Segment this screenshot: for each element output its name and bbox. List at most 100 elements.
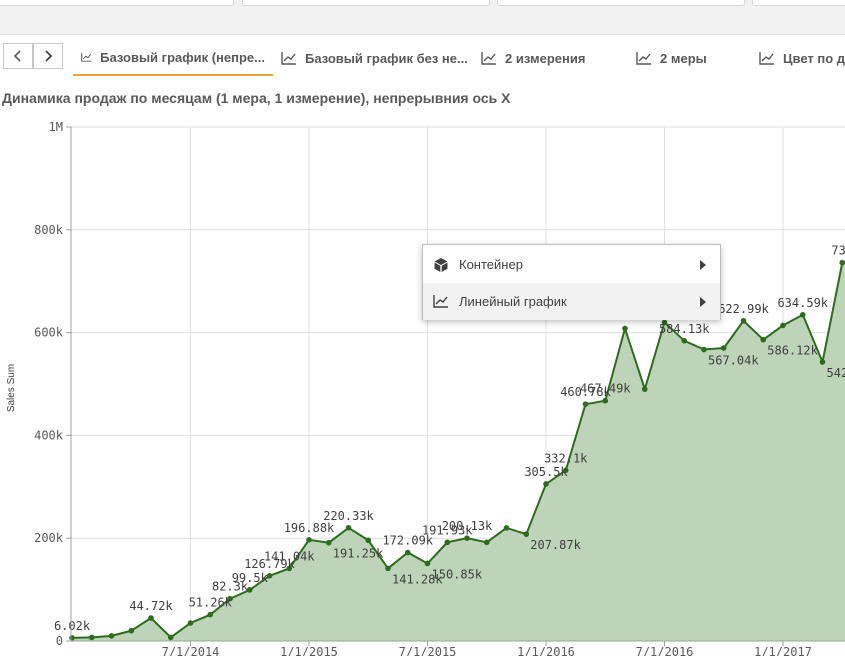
data-label: 150.85k [432,567,483,581]
data-label: 99.5k [232,571,269,585]
data-point [444,539,451,546]
data-point [799,312,806,318]
x-tick-label: 7/1/2014 [162,645,220,656]
data-point [839,259,845,266]
x-tick-label: 1/1/2017 [754,645,812,656]
data-label: 332.1k [544,451,588,465]
data-point [128,627,135,634]
data-point [404,549,411,556]
tab-label: Базовый график (непре... [100,49,265,65]
data-point [582,401,589,407]
data-point [108,633,115,639]
toolbar-field[interactable] [242,0,490,6]
tab-two-measures[interactable]: 2 меры [636,40,707,76]
x-tick-label: 1/1/2016 [517,645,575,656]
data-label: 622.99k [718,302,769,316]
data-point [69,635,75,641]
submenu-arrow-icon [700,297,706,307]
data-point [740,317,747,324]
data-label: 460.78k [560,385,611,399]
data-point [227,595,233,602]
data-point [246,587,253,593]
y-tick-label: 400k [34,428,64,442]
tab-basic-chart-discrete[interactable]: Базовый график без не... [281,40,468,76]
data-point [641,386,648,392]
data-label: 584.13k [659,322,710,336]
toolbar-field[interactable] [497,0,745,6]
data-label: 634.59k [777,296,828,310]
data-label: 567.04k [708,354,759,368]
series-line [71,261,845,639]
data-point [720,345,727,351]
x-tick-label: 7/1/2016 [636,645,694,656]
menu-item-container[interactable]: Контейнер [423,246,720,283]
data-label: 586.12k [767,344,818,358]
submenu-arrow-icon [700,260,706,270]
y-tick-label: 800k [34,223,64,237]
data-label: 191.25k [333,547,384,561]
y-tick-label: 600k [34,326,64,340]
container-tabstrip: Базовый график (непре... Базовый график … [0,40,845,76]
menu-item-label: Линейный график [459,294,567,309]
data-point [780,322,786,329]
data-point [187,620,194,626]
data-label: 191.93k [422,523,473,537]
data-point [306,537,312,543]
data-label: 305.5k [524,465,568,479]
data-label: 220.33k [323,509,374,523]
line-chart-icon [433,295,448,308]
data-point [424,560,431,567]
data-label: 141.28k [392,572,443,586]
tab-label: Базовый график без не... [305,50,468,66]
data-point [543,481,549,487]
data-label: 126.79k [244,557,295,571]
tab-label: 2 меры [660,50,707,66]
data-point [602,397,609,404]
menu-item-line-chart[interactable]: Линейный график [423,283,720,320]
tab-basic-chart-continuous[interactable]: Базовый график (непре... [73,40,273,76]
data-label: 172.09k [382,534,433,548]
line-chart-icon [481,52,496,65]
data-point [167,634,174,641]
data-point [483,539,490,546]
chevron-left-icon [13,50,21,62]
tab-label: 2 измерения [505,50,586,66]
data-point [760,336,767,343]
line-series [71,261,845,639]
tab-label: Цвет по ди [783,50,845,66]
line-chart-icon [81,52,92,62]
line-chart[interactable]: 6.02k 44.72k 51.26k 82.3k99.5k126.79k141.04… [0,110,845,656]
data-point [286,565,293,572]
axes: 0 200k 400k 600k 800k 1M 7/1/2014 1/1/2015 7/1/2… [6,120,845,656]
next-tab-button[interactable] [33,43,63,69]
y-tick-label: 200k [34,531,64,545]
data-point [325,539,332,546]
data-label: 207.87k [530,538,581,552]
data-label: 467.49k [580,382,631,396]
data-point [345,524,352,531]
data-point [148,615,154,621]
chart-title: Динамика продаж по месяцам (1 мера, 1 из… [2,90,511,106]
x-tick-label: 7/1/2015 [399,645,457,656]
data-point [819,359,826,365]
data-point [88,634,95,641]
menu-item-label: Контейнер [459,257,523,272]
data-label: 51.26k [189,596,233,610]
toolbar-field[interactable] [752,0,845,6]
data-label: 82.3k [212,580,249,594]
data-label: 141.04k [264,550,315,564]
prev-tab-button[interactable] [3,43,33,69]
data-point [266,573,273,579]
line-chart-icon [636,52,651,65]
area-fill [72,262,845,641]
tab-two-dimensions[interactable]: 2 измерения [481,40,585,76]
chevron-right-icon [45,50,53,62]
data-point [562,467,569,474]
y-tick-label: 1M [49,120,63,134]
toolbar-field[interactable] [0,0,234,6]
data-point [464,535,470,541]
data-point [385,565,391,572]
data-label: 200.13k [442,519,493,533]
y-axis-title: Sales Sum [6,364,17,412]
tab-color-by-dimension[interactable]: Цвет по ди [759,40,845,76]
